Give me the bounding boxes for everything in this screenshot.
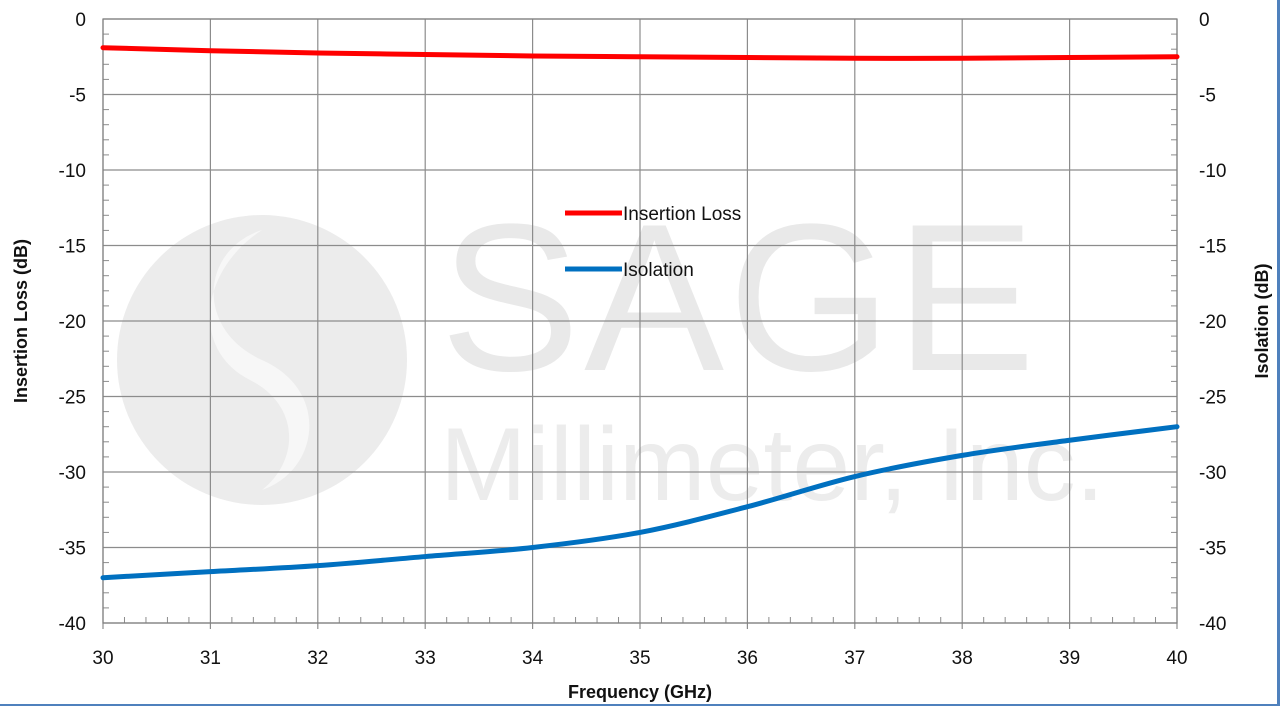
y-axis-left-title: Insertion Loss (dB) [11,239,31,403]
x-tick-label: 37 [844,648,865,669]
x-tick-label: 38 [952,648,973,669]
x-tick-label: 30 [92,648,113,669]
y-right-tick-label: -5 [1199,86,1216,107]
y-left-tick-label: -40 [59,614,86,635]
x-tick-label: 36 [737,648,758,669]
watermark: SAGE Millimeter, Inc. [117,180,1105,523]
x-axis-title: Frequency (GHz) [568,682,712,702]
y-axis-right-title: Isolation (dB) [1252,264,1272,379]
y-right-tick-label: -25 [1199,388,1226,409]
y-right-tick-label: -15 [1199,237,1226,258]
y-right-tick-label: -40 [1199,614,1226,635]
legend-label-isolation: Isolation [623,260,694,281]
y-right-tick-label: 0 [1199,10,1210,31]
y-left-tick-label: -5 [69,86,86,107]
y-left-tick-label: -15 [59,237,86,258]
x-tick-label: 35 [629,648,650,669]
y-left-tick-label: -30 [59,463,86,484]
series-line-insertion-loss [100,45,1180,61]
y-left-tick-label: -10 [59,161,86,182]
watermark-subtitle: Millimeter, Inc. [440,407,1105,523]
y-left-tick-labels: 0 -5 -10 -15 -20 -25 -30 -35 -40 [59,10,86,635]
y-right-tick-label: -30 [1199,463,1226,484]
x-tick-label: 32 [307,648,328,669]
x-tick-label: 34 [522,648,544,669]
x-tick-label: 39 [1059,648,1080,669]
x-tick-label: 40 [1166,648,1187,669]
series-layer [100,45,1180,581]
y-left-tick-label: -25 [59,388,86,409]
y-left-tick-label: -20 [59,312,86,333]
legend: Insertion Loss Isolation [565,204,741,281]
y-left-tick-label: 0 [75,10,86,31]
legend-label-insertion-loss: Insertion Loss [623,204,741,225]
y-left-tick-label: -35 [59,539,86,560]
y-right-tick-labels: 0 -5 -10 -15 -20 -25 -30 -35 -40 [1199,10,1226,635]
y-right-tick-label: -35 [1199,539,1226,560]
x-tick-label: 33 [415,648,436,669]
series-line-isolation [100,424,1180,581]
watermark-logo-swirl [209,230,310,490]
y-right-tick-label: -10 [1199,161,1226,182]
x-tick-label: 31 [200,648,221,669]
watermark-title: SAGE [440,180,1040,415]
plot-area [102,18,1178,624]
y-right-tick-label: -20 [1199,312,1226,333]
x-tick-labels: 30 31 32 33 34 35 36 37 38 39 40 [92,648,1187,669]
